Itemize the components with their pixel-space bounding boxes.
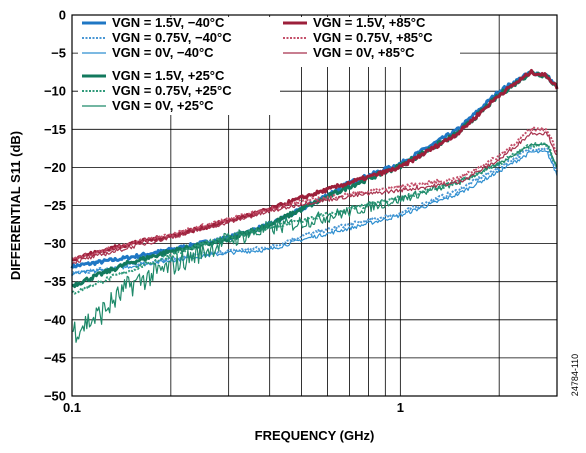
legend-label: VGN = 0.75V, +85°C (313, 30, 433, 45)
series-layer (70, 68, 559, 343)
x-tick-label: 0.1 (63, 400, 81, 415)
series-line-7 (71, 68, 559, 262)
y-tick-label: 0 (59, 8, 66, 23)
y-tick-label: −45 (44, 350, 66, 365)
y-tick-label: −5 (51, 46, 66, 61)
series-line-9 (71, 131, 557, 265)
plot-frame (71, 14, 558, 397)
y-tick-label: −20 (44, 160, 66, 175)
y-tick-label: −50 (44, 389, 66, 404)
figure-id: 24784-110 (570, 354, 580, 396)
y-tick-label: −30 (44, 236, 66, 251)
series-line-8 (71, 126, 558, 261)
y-tick-label: −40 (44, 312, 66, 327)
y-tick-label: −35 (44, 274, 66, 289)
tick-labels: 0 −5 −10 −15 −20 −25 −30 −35 −40 −45 −500.1 1 (44, 8, 404, 416)
x-axis-label: FREQUENCY (GHz) (255, 428, 375, 443)
legend-label: VGN = 0V, +25°C (112, 98, 214, 113)
series-line-2 (71, 146, 558, 276)
series-line-5 (71, 141, 558, 295)
legend-label: VGN = 0.75V, −40°C (112, 30, 232, 45)
y-tick-label: −15 (44, 122, 66, 137)
y-tick-label: −25 (44, 198, 66, 213)
legend-bg-left (78, 17, 280, 115)
y-tick-label: −10 (44, 84, 66, 99)
series-line-6 (71, 143, 558, 343)
legend-label: VGN = 1.5V, +25°C (112, 68, 225, 83)
legend-label: VGN = 1.5V, −40°C (112, 15, 225, 30)
legend-label: VGN = 0V, −40°C (112, 45, 214, 60)
x-tick-label: 1 (397, 400, 404, 415)
y-axis-label: DIFFERENTIAL S11 (dB) (8, 131, 23, 280)
legend-label: VGN = 1.5V, +85°C (313, 15, 426, 30)
legend-label: VGN = 0.75V, +25°C (112, 83, 232, 98)
legend-label: VGN = 0V, +85°C (313, 45, 415, 60)
legend-bg-right (280, 17, 460, 67)
